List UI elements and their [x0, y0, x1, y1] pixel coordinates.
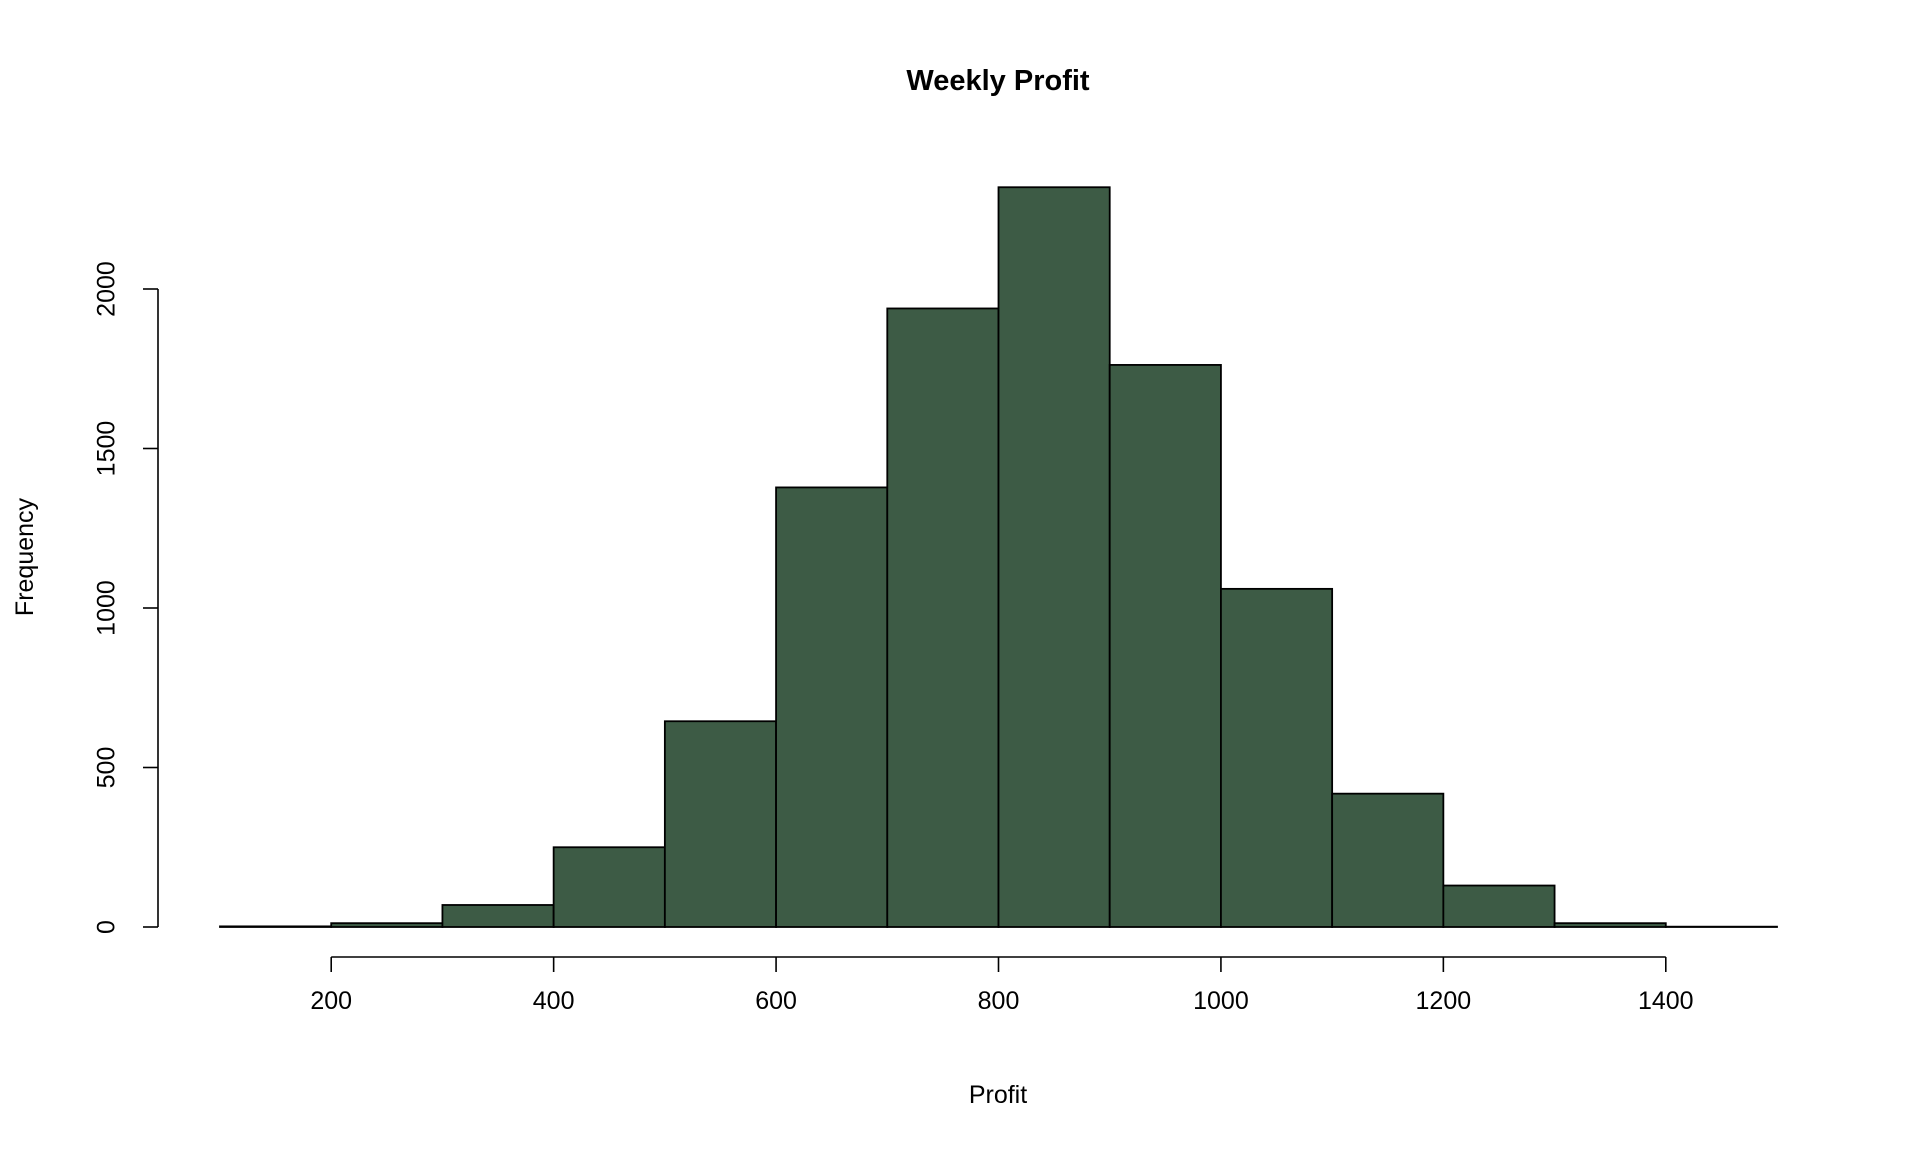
histogram-bar [775, 486, 889, 928]
y-tick-label: 1500 [93, 421, 121, 477]
histogram-bar [1108, 364, 1222, 928]
histogram-bar [441, 904, 555, 928]
y-axis-label: Frequency [11, 497, 39, 616]
histogram-bar [330, 922, 444, 928]
histogram-bar [1553, 922, 1667, 928]
histogram-bar [886, 307, 1000, 928]
y-tick-label: 0 [93, 920, 121, 934]
x-tick-label: 400 [533, 987, 575, 1015]
x-axis: 200 400 600 800 1000 1200 1400 [310, 956, 1694, 1015]
y-axis: 0 500 1000 1500 2000 [93, 261, 159, 934]
histogram-bar [1331, 792, 1445, 928]
y-tick-label: 1000 [93, 580, 121, 636]
histogram-bar [552, 846, 666, 928]
x-tick-label: 800 [978, 987, 1020, 1015]
histogram-bar [997, 186, 1111, 928]
chart-title: Weekly Profit [906, 65, 1090, 97]
x-tick-label: 1200 [1416, 987, 1472, 1015]
bars-group [219, 186, 1778, 928]
x-tick-label: 1000 [1193, 987, 1249, 1015]
histogram-bar [663, 720, 777, 928]
x-tick-label: 1400 [1638, 987, 1694, 1015]
x-tick-label: 600 [755, 987, 797, 1015]
histogram-bar [1442, 884, 1556, 928]
x-tick-label: 200 [310, 987, 352, 1015]
histogram-bar [219, 925, 333, 928]
y-tick-label: 2000 [93, 261, 121, 317]
y-tick-label: 500 [93, 747, 121, 789]
histogram-bar [1220, 587, 1334, 928]
x-axis-label: Profit [969, 1081, 1027, 1109]
